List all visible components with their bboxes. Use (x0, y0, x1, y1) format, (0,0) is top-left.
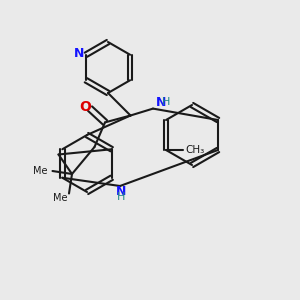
Text: H: H (117, 192, 126, 203)
Text: H: H (162, 97, 170, 107)
Text: O: O (79, 100, 91, 114)
Text: N: N (155, 95, 166, 109)
Text: Me: Me (53, 193, 68, 203)
Text: N: N (116, 185, 127, 198)
Text: Me: Me (33, 166, 47, 176)
Text: N: N (74, 47, 85, 60)
Text: CH₃: CH₃ (185, 145, 205, 155)
